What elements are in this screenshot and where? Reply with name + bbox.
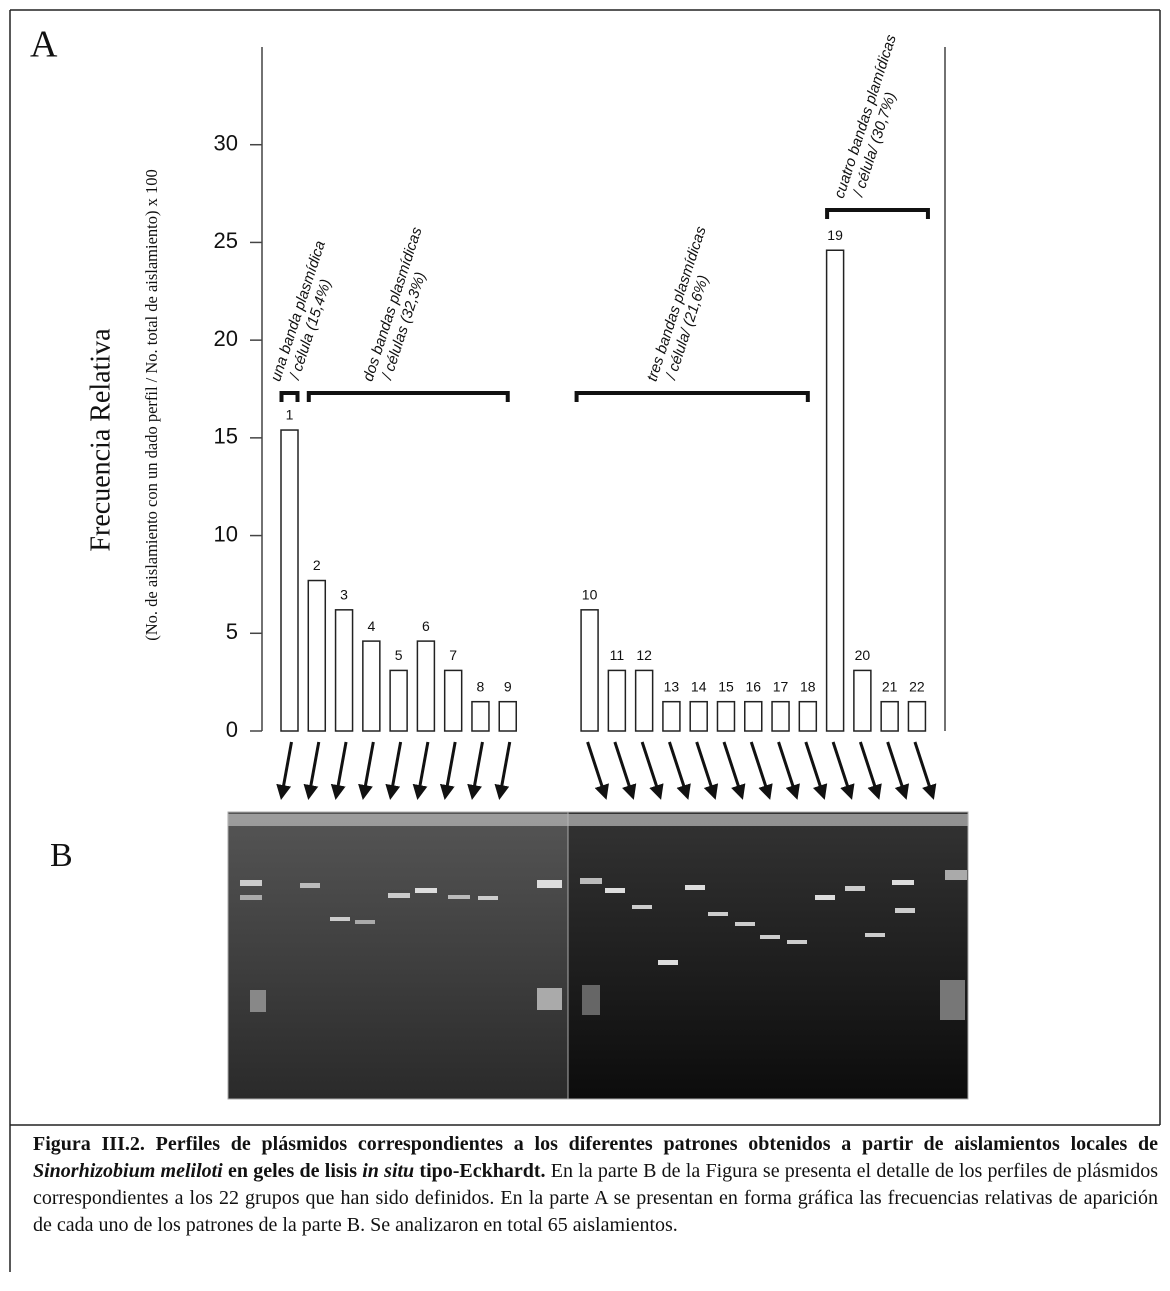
bar-label: 2 [313, 557, 321, 573]
bar [908, 702, 925, 731]
bar-label: 3 [340, 587, 348, 603]
arrow [833, 742, 851, 797]
caption: Figura III.2. Perfiles de plásmidos corr… [33, 1131, 1158, 1239]
bar [690, 702, 707, 731]
bar [336, 610, 353, 731]
bar-label: 20 [855, 647, 871, 663]
panel-label: B [50, 837, 73, 874]
arrow [915, 742, 933, 797]
bar [499, 702, 516, 731]
bar-label: 17 [773, 678, 789, 694]
arrow [309, 742, 319, 797]
bar-label: 8 [477, 678, 485, 694]
bar [363, 641, 380, 731]
y-tick-label: 15 [214, 424, 238, 449]
y-axis-subtitle: (No. de aislamiento con un dado perfil /… [142, 169, 161, 641]
bar-label: 21 [882, 678, 898, 694]
arrow [888, 742, 906, 797]
caption-run: Sinorhizobium meliloti [33, 1160, 223, 1182]
y-tick-label: 25 [214, 228, 238, 253]
y-tick-label: 30 [214, 131, 238, 156]
bar-label: 19 [827, 227, 843, 243]
bar-label: 9 [504, 678, 512, 694]
bracket [309, 393, 508, 402]
bar [745, 702, 762, 731]
arrow [860, 742, 878, 797]
arrow [445, 742, 455, 797]
bar-label: 10 [582, 587, 598, 603]
bar [854, 670, 871, 731]
bar-label: 13 [664, 678, 680, 694]
arrow [806, 742, 824, 797]
arrow [472, 742, 482, 797]
arrow [669, 742, 687, 797]
bar-label: 16 [745, 678, 761, 694]
arrow [500, 742, 510, 797]
bar-label: 15 [718, 678, 734, 694]
bar [445, 670, 462, 731]
caption-run: Figura III.2. Perfiles de plásmidos corr… [33, 1133, 1158, 1155]
bar [608, 670, 625, 731]
bar-label: 5 [395, 647, 403, 663]
caption-run: in situ [362, 1160, 414, 1182]
y-tick-label: 10 [214, 521, 238, 546]
bracket [282, 393, 298, 402]
caption-run: en geles de lisis [223, 1160, 363, 1182]
arrow [697, 742, 715, 797]
bar [390, 670, 407, 731]
bar [663, 702, 680, 731]
y-tick-label: 20 [214, 326, 238, 351]
y-tick-label: 5 [226, 619, 238, 644]
chart: A B Frecuencia Relativa (No. de aislamie… [0, 0, 1170, 1291]
bar [417, 641, 434, 731]
bar [636, 670, 653, 731]
arrow [391, 742, 401, 797]
bar [827, 250, 844, 731]
figure: A B Frecuencia Relativa (No. de aislamie… [0, 0, 1170, 1291]
caption-run: tipo-Eckhardt. [414, 1160, 545, 1182]
bar-label: 18 [800, 678, 816, 694]
arrow [282, 742, 292, 797]
bar-label: 11 [610, 647, 625, 663]
bar-label: 22 [909, 678, 925, 694]
arrow [724, 742, 742, 797]
arrow [751, 742, 769, 797]
arrow [779, 742, 797, 797]
bar [308, 581, 325, 731]
bar [717, 702, 734, 731]
panel-label: A [30, 24, 58, 66]
arrow [336, 742, 346, 797]
bar-label: 4 [367, 618, 375, 634]
arrow [615, 742, 633, 797]
arrow [418, 742, 428, 797]
y-tick-label: 0 [226, 717, 238, 742]
bar [772, 702, 789, 731]
bar-label: 1 [286, 407, 294, 423]
bar [881, 702, 898, 731]
arrow [588, 742, 606, 797]
arrow [642, 742, 660, 797]
gel-image [228, 812, 968, 1099]
bar-label: 6 [422, 618, 430, 634]
bracket [827, 210, 928, 219]
y-axis-title: Frecuencia Relativa [85, 328, 116, 552]
bracket [577, 393, 808, 402]
bar [281, 430, 298, 731]
bar [581, 610, 598, 731]
bar [472, 702, 489, 731]
bar [799, 702, 816, 731]
bar-label: 14 [691, 678, 707, 694]
arrow [363, 742, 373, 797]
bar-label: 7 [449, 647, 457, 663]
bar-label: 12 [636, 647, 652, 663]
